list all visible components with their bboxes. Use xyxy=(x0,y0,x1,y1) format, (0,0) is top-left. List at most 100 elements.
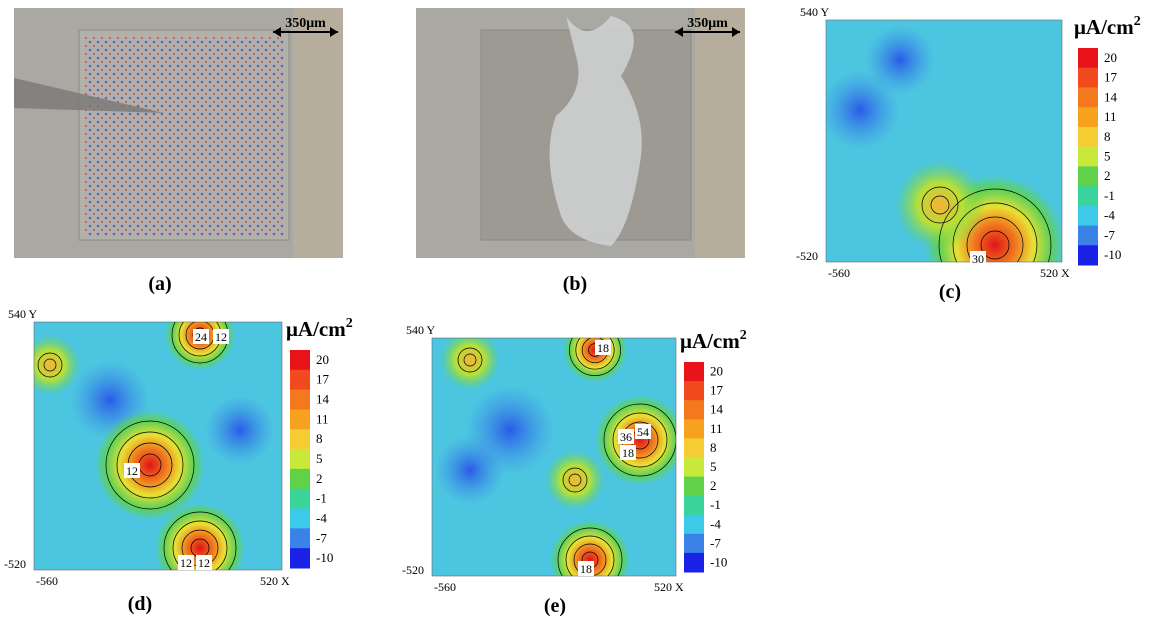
colorbar-swatch xyxy=(684,477,704,497)
colorbar-label: 20 xyxy=(1104,50,1117,65)
panel-label: (c) xyxy=(939,281,961,303)
colorbar-swatch xyxy=(290,370,310,390)
colorbar-swatch xyxy=(684,534,704,554)
colorbar-label: 11 xyxy=(316,411,329,426)
photo-panel: 350μm xyxy=(416,8,745,258)
contour-label: 12 xyxy=(126,464,138,478)
edge-strip xyxy=(293,8,343,258)
warm-spot xyxy=(545,450,605,510)
colorbar-label: -10 xyxy=(1104,247,1121,262)
x-right-label: 520 X xyxy=(654,580,684,594)
panel-label: (b) xyxy=(563,273,587,295)
colorbar-swatch xyxy=(1078,186,1098,206)
colorbar-label: -4 xyxy=(710,516,721,531)
colorbar-label: 8 xyxy=(316,431,323,446)
colorbar-label: 2 xyxy=(710,478,717,493)
hot-spot xyxy=(95,410,205,520)
colorbar-swatch xyxy=(1078,107,1098,127)
colorbar-swatch xyxy=(290,350,310,370)
colorbar-label: 17 xyxy=(1104,70,1118,85)
contour-label: 18 xyxy=(597,341,609,355)
y-top-label: 540 Y xyxy=(406,323,436,337)
colorbar-label: 11 xyxy=(710,421,723,436)
unit-text: μA/cm xyxy=(1074,15,1134,39)
hot-spot xyxy=(155,503,245,593)
hot-spot xyxy=(550,520,630,600)
colorbar-label: -7 xyxy=(316,530,327,545)
x-left-label: -560 xyxy=(434,580,456,594)
colorbar-swatch xyxy=(1078,206,1098,226)
contour-label: 12 xyxy=(180,556,192,570)
colorbar-label: 17 xyxy=(316,372,330,387)
y-top-label: 540 Y xyxy=(800,5,830,19)
figure: 350μm (a) 350μm (b) 540 Y -520 -560 520 X 30 20 17… xyxy=(0,0,1172,622)
unit-text: μA/cm xyxy=(286,317,346,341)
colorbar-label: 14 xyxy=(316,392,330,407)
colorbar-label: 14 xyxy=(710,402,724,417)
colorbar-label: -10 xyxy=(316,550,333,565)
map-content xyxy=(432,318,685,600)
colorbar-label: -7 xyxy=(710,535,721,550)
colorbar-label: 5 xyxy=(710,459,717,474)
colorbar-swatch xyxy=(1078,127,1098,147)
colorbar-label: 17 xyxy=(710,383,724,398)
colorbar-label: -1 xyxy=(710,497,721,512)
colorbar-label: -1 xyxy=(1104,188,1115,203)
warm-spot xyxy=(440,330,500,390)
x-right-label: 520 X xyxy=(1040,266,1070,280)
contour-label: 30 xyxy=(972,252,984,266)
scale-bar-label: 350μm xyxy=(285,16,326,31)
y-bottom-label: -520 xyxy=(4,557,26,571)
colorbar-swatch xyxy=(1078,68,1098,88)
contour-label: 36 xyxy=(620,430,632,444)
photo-panel: 350μm xyxy=(14,8,343,258)
scan-grid xyxy=(84,36,284,236)
map-content xyxy=(820,20,1065,315)
colorbar-swatch xyxy=(290,469,310,489)
colorbar-swatch xyxy=(684,553,704,573)
contour-label: 12 xyxy=(215,330,227,344)
cold-region xyxy=(435,435,505,505)
colorbar-swatch xyxy=(290,449,310,469)
page: {"panels": [ {"label": "(a)", "scale_bar… xyxy=(0,0,1172,622)
unit-power: 2 xyxy=(740,328,747,343)
x-right-label: 520 X xyxy=(260,574,290,588)
x-left-label: -560 xyxy=(36,574,58,588)
colorbar-label: 8 xyxy=(710,440,717,455)
x-left-label: -560 xyxy=(828,266,850,280)
colorbar-swatch xyxy=(290,528,310,548)
colorbar-label: 2 xyxy=(1104,168,1111,183)
colorbar-label: -10 xyxy=(710,554,727,569)
colorbar-unit: μA/cm2 xyxy=(1074,14,1141,39)
map-content xyxy=(20,300,282,593)
colorbar-swatch xyxy=(684,457,704,477)
colorbar-swatch xyxy=(684,381,704,401)
colorbar-swatch xyxy=(684,438,704,458)
colorbar-swatch xyxy=(1078,48,1098,68)
unit-power: 2 xyxy=(346,316,353,331)
colorbar-label: 2 xyxy=(316,471,323,486)
colorbar-swatch xyxy=(684,400,704,420)
colorbar-swatch xyxy=(290,390,310,410)
colorbar-swatch xyxy=(1078,166,1098,186)
panel-label: (d) xyxy=(128,593,152,615)
panel-label: (e) xyxy=(544,595,566,617)
y-bottom-label: -520 xyxy=(402,563,424,577)
unit-text: μA/cm xyxy=(680,329,740,353)
scale-bar-label: 350μm xyxy=(687,16,728,31)
edge-strip xyxy=(695,8,745,258)
contour-label: 12 xyxy=(198,556,210,570)
colorbar-unit: μA/cm2 xyxy=(286,316,353,341)
colorbar-label: 20 xyxy=(710,364,723,379)
colorbar-label: 5 xyxy=(316,451,323,466)
colorbar-swatch xyxy=(290,489,310,509)
colorbar-swatch xyxy=(684,362,704,382)
contour-label: 18 xyxy=(580,562,592,576)
colorbar-swatch xyxy=(1078,147,1098,167)
contour-label: 24 xyxy=(195,330,207,344)
colorbar-swatch xyxy=(290,509,310,529)
panel-label: (a) xyxy=(148,273,171,295)
hot-spot xyxy=(595,395,685,485)
